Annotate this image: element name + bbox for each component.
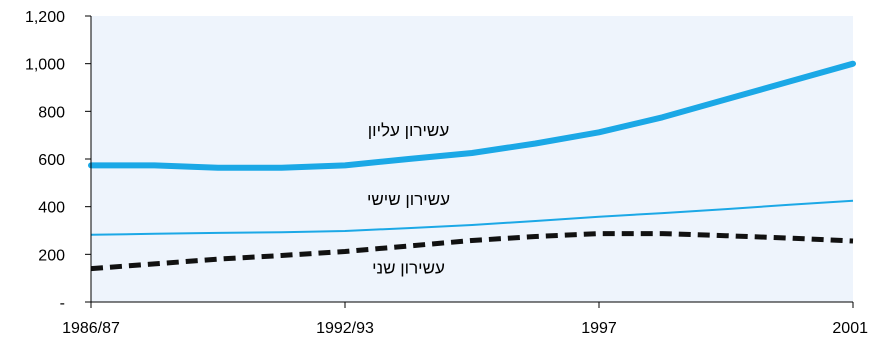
y-tick-label: 600 — [38, 152, 65, 169]
y-tick-label: - — [60, 295, 65, 312]
y-tick-label: 400 — [38, 200, 65, 217]
y-tick-label: 1,000 — [25, 57, 65, 74]
y-axis-ticks: - 200 400 600 800 1,000 1,200 — [25, 9, 91, 312]
series-line-0 — [88, 60, 856, 171]
x-tick-label: 2001 — [832, 320, 868, 337]
series-labels: עשירון עליון עשירון שישי עשירון שני — [367, 121, 450, 278]
series-line-2 — [90, 231, 854, 272]
plot-background — [91, 16, 853, 302]
x-tick-label: 1992/93 — [316, 320, 374, 337]
series-label-0: עשירון עליון — [368, 121, 450, 140]
series-label-2: עשירון שני — [372, 259, 445, 278]
series-label-1: עשירון שישי — [367, 190, 450, 209]
y-tick-label: 1,200 — [25, 9, 65, 26]
x-tick-label: 1997 — [581, 320, 617, 337]
y-tick-label: 200 — [38, 247, 65, 264]
x-tick-label: 1986/87 — [62, 320, 120, 337]
series-lines — [88, 60, 856, 272]
x-axis-ticks: 1986/87 1992/93 1997 2001 — [62, 302, 868, 337]
series-line-1 — [90, 199, 854, 236]
y-tick-label: 800 — [38, 104, 65, 121]
